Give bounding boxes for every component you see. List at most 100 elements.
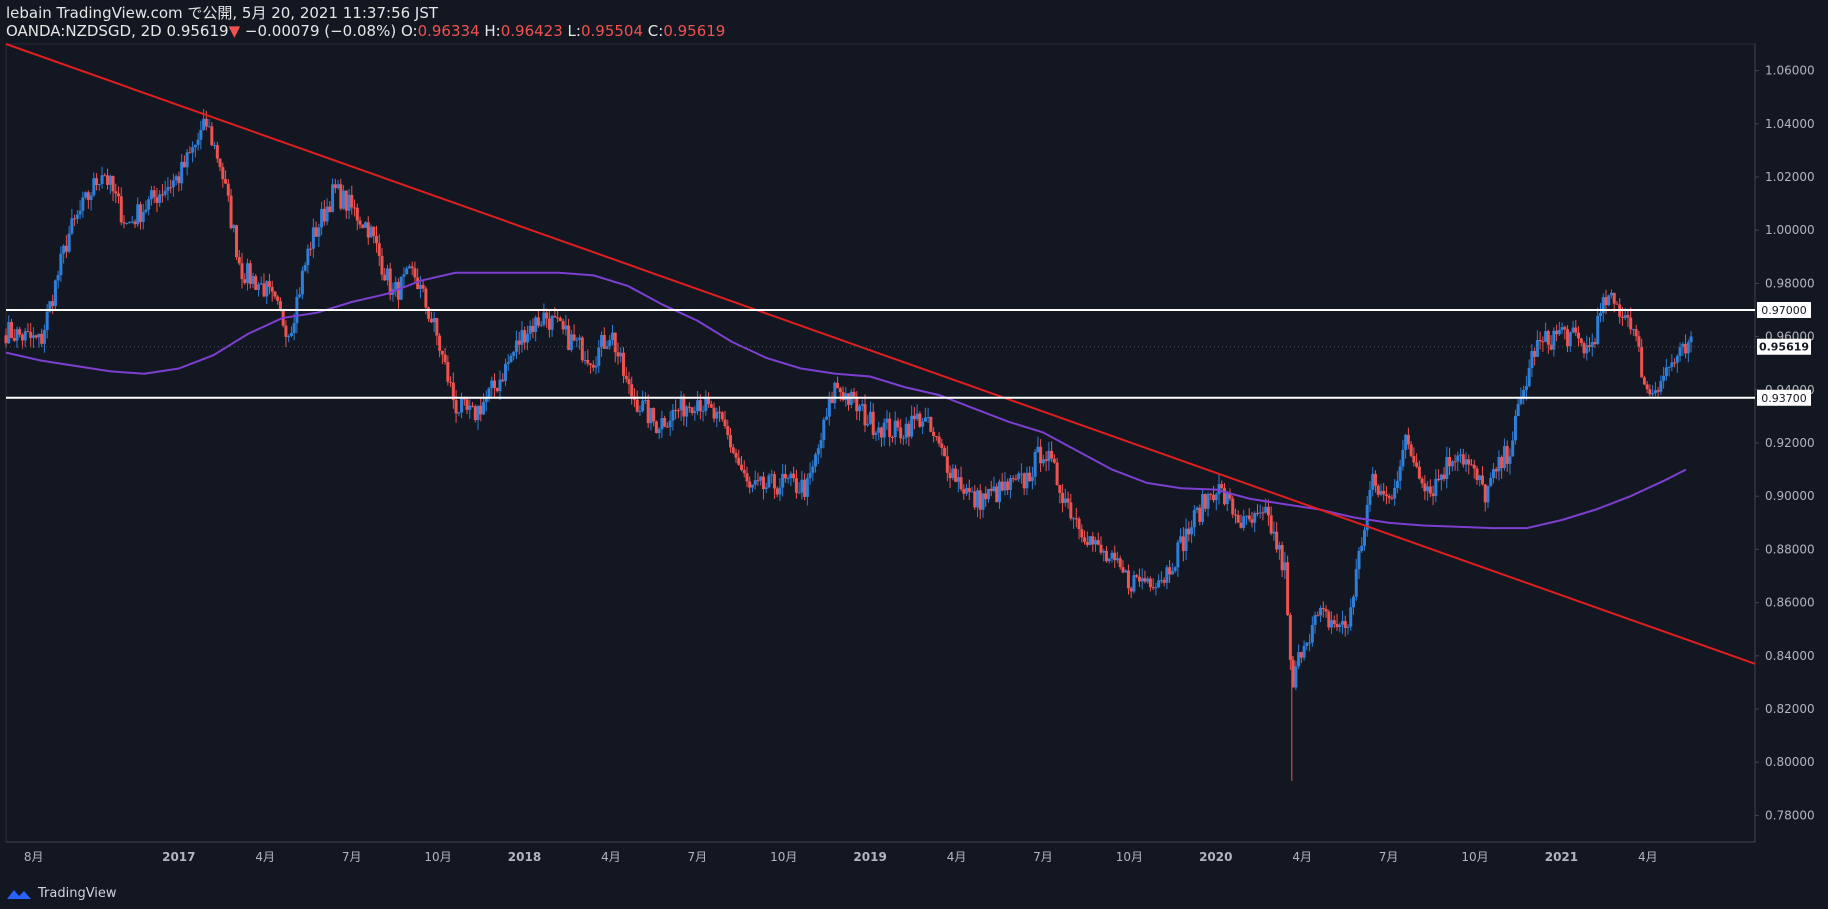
down-arrow-icon: ▼ bbox=[228, 22, 241, 40]
x-tick-label: 2018 bbox=[508, 850, 541, 864]
candle-body bbox=[226, 183, 230, 196]
candle-body bbox=[270, 286, 274, 292]
candle-body bbox=[42, 330, 46, 344]
candle-body bbox=[1022, 473, 1026, 489]
candle-body bbox=[1470, 464, 1474, 466]
candle-body bbox=[322, 208, 326, 222]
candle-body bbox=[1524, 386, 1528, 390]
candle-body bbox=[882, 422, 886, 438]
candle-body bbox=[539, 324, 543, 326]
candle-body bbox=[619, 352, 623, 357]
candle-body bbox=[718, 411, 722, 413]
candle-body bbox=[1382, 490, 1386, 495]
candle-body bbox=[660, 418, 664, 430]
candle-body bbox=[852, 391, 856, 397]
candle-body bbox=[814, 454, 818, 467]
candle-body bbox=[712, 407, 716, 419]
candle-body bbox=[707, 397, 711, 405]
candle-body bbox=[578, 337, 582, 340]
candle-body bbox=[427, 307, 431, 319]
candle-body bbox=[1094, 540, 1098, 545]
candle-body bbox=[1033, 451, 1037, 477]
candle-body bbox=[1286, 562, 1290, 616]
candle-body bbox=[1568, 332, 1572, 347]
candle-body bbox=[147, 199, 151, 210]
candle-body bbox=[1349, 607, 1353, 627]
candle-body bbox=[213, 145, 217, 147]
x-tick-label: 7月 bbox=[1033, 850, 1053, 864]
candle-body bbox=[1124, 570, 1128, 573]
candle-body bbox=[528, 325, 532, 334]
candle-body bbox=[1480, 475, 1484, 485]
candle-body bbox=[803, 479, 807, 497]
candle-body bbox=[1198, 507, 1202, 522]
candle-body bbox=[1030, 476, 1034, 482]
footer-brand[interactable]: TradingView bbox=[6, 886, 117, 901]
candle-body bbox=[303, 265, 307, 271]
moving-average-line bbox=[5, 271, 1687, 530]
candle-body bbox=[1220, 484, 1224, 489]
candle-body bbox=[416, 277, 420, 289]
candle-body bbox=[567, 325, 571, 351]
candle-body bbox=[1508, 456, 1512, 464]
candle-body bbox=[855, 396, 859, 412]
candle-body bbox=[1014, 478, 1018, 480]
candle-body bbox=[1225, 493, 1229, 505]
candle-body bbox=[388, 268, 392, 295]
candle-body bbox=[770, 474, 774, 476]
candle-body bbox=[443, 354, 447, 363]
candle-body bbox=[325, 206, 329, 222]
candle-body bbox=[1258, 512, 1262, 514]
candle-body bbox=[273, 291, 277, 297]
candle-body bbox=[811, 466, 815, 473]
candle-body bbox=[594, 365, 598, 368]
candle-body bbox=[1360, 545, 1364, 551]
candle-body bbox=[1623, 315, 1627, 318]
candle-body bbox=[1102, 550, 1106, 553]
candle-body bbox=[1039, 446, 1043, 464]
candle-body bbox=[117, 193, 121, 197]
candle-body bbox=[1126, 570, 1130, 589]
candle-body bbox=[237, 257, 241, 264]
candle-body bbox=[122, 222, 126, 224]
candle-body bbox=[1404, 434, 1408, 450]
candle-body bbox=[185, 152, 189, 168]
candle-body bbox=[34, 335, 38, 338]
candle-body bbox=[1165, 567, 1169, 583]
candle-body bbox=[144, 209, 148, 212]
candle-body bbox=[997, 481, 1001, 503]
candle-body bbox=[20, 334, 24, 341]
candle-body bbox=[819, 440, 823, 449]
candle-body bbox=[1019, 473, 1023, 475]
candle-body bbox=[1008, 478, 1012, 490]
candle-body bbox=[715, 411, 719, 419]
candle-body bbox=[1096, 540, 1100, 545]
y-tick-label: 0.88000 bbox=[1765, 542, 1815, 556]
candle-body bbox=[1601, 297, 1605, 313]
open-value: 0.96334 bbox=[417, 22, 480, 40]
candle-body bbox=[1170, 571, 1174, 575]
x-tick-label: 2021 bbox=[1545, 850, 1578, 864]
candle-body bbox=[992, 486, 996, 491]
price-change: −0.00079 (−0.08%) bbox=[244, 22, 397, 40]
candle-body bbox=[517, 340, 521, 345]
candle-body bbox=[663, 418, 667, 427]
candle-body bbox=[396, 281, 400, 300]
candle-body bbox=[514, 340, 518, 352]
candle-body bbox=[915, 413, 919, 420]
candle-body bbox=[1343, 620, 1347, 628]
candle-body bbox=[155, 197, 159, 203]
candle-body bbox=[948, 472, 952, 479]
candle-body bbox=[877, 427, 881, 433]
candle-body bbox=[78, 210, 82, 215]
level-label-box bbox=[1757, 302, 1811, 318]
candle-body bbox=[278, 300, 282, 310]
candle-body bbox=[923, 417, 927, 422]
candle-body bbox=[536, 317, 540, 326]
candle-body bbox=[1398, 466, 1402, 481]
candle-body bbox=[1670, 362, 1674, 367]
candle-body bbox=[218, 158, 222, 168]
candle-body bbox=[509, 355, 513, 363]
candle-body bbox=[262, 283, 266, 297]
